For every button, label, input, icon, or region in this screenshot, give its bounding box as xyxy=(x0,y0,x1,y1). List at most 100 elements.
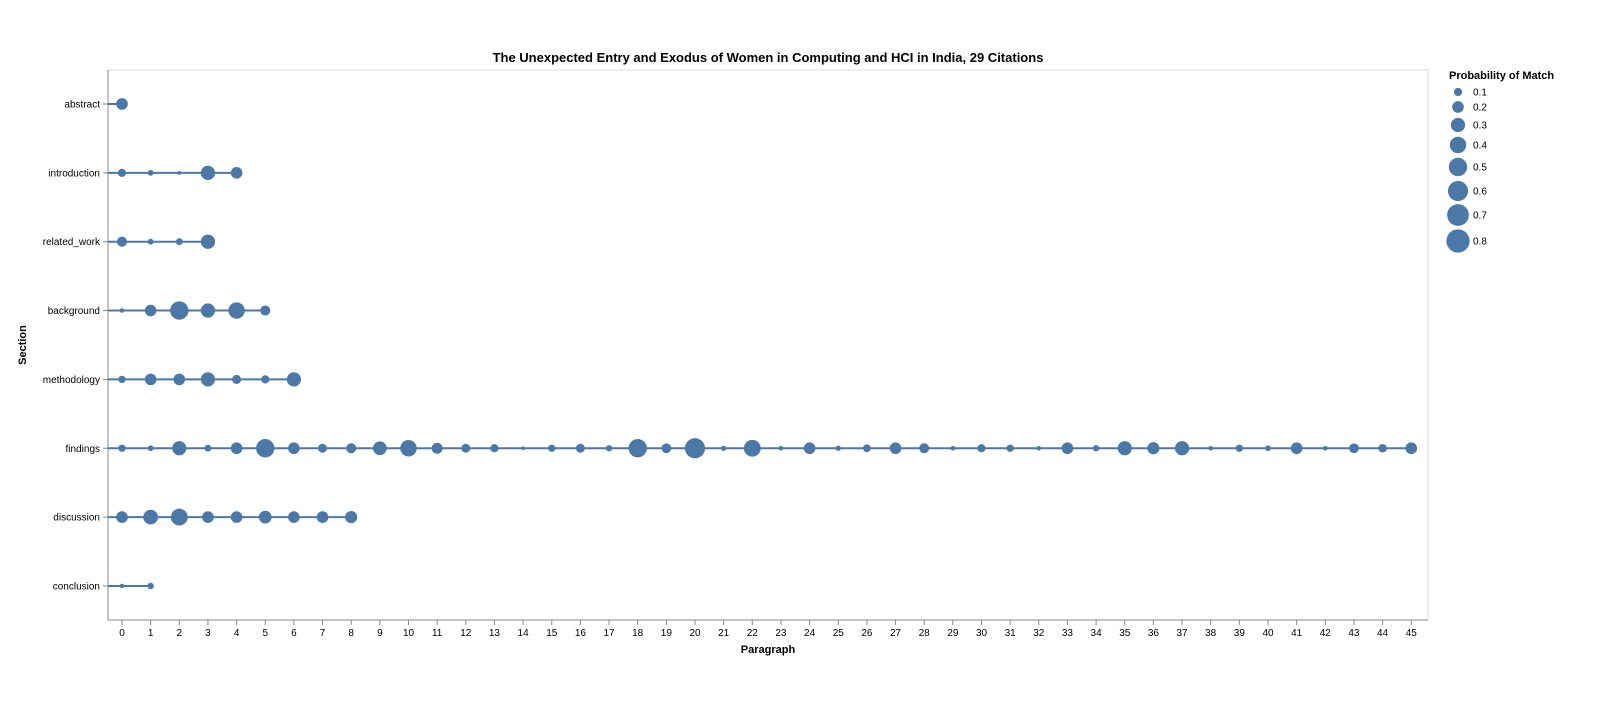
x-tick-label: 8 xyxy=(348,628,354,639)
legend-title: Probability of Match xyxy=(1449,70,1554,82)
legend-symbol xyxy=(1448,157,1468,177)
data-point xyxy=(200,165,216,180)
x-tick-label: 39 xyxy=(1234,628,1246,639)
x-tick-label: 18 xyxy=(632,628,644,639)
data-point xyxy=(521,446,525,451)
y-tick-label: introduction xyxy=(48,168,100,179)
x-tick-label: 27 xyxy=(890,628,902,639)
x-tick-label: 28 xyxy=(919,628,931,639)
legend-label: 0.4 xyxy=(1473,141,1487,152)
data-point xyxy=(575,443,585,453)
data-point xyxy=(1265,445,1271,452)
data-point xyxy=(116,236,128,247)
legend-symbol xyxy=(1447,180,1469,202)
data-point xyxy=(1117,441,1132,456)
data-point xyxy=(147,582,154,590)
data-point xyxy=(177,171,182,175)
legend-label: 0.5 xyxy=(1473,163,1487,174)
data-point xyxy=(286,372,302,387)
legend-label: 0.7 xyxy=(1473,211,1487,222)
data-point xyxy=(170,508,188,526)
data-point xyxy=(661,443,672,454)
x-tick-label: 9 xyxy=(377,628,383,639)
data-point xyxy=(116,98,128,110)
data-point xyxy=(919,443,930,454)
legend-symbol xyxy=(1449,136,1467,154)
data-point xyxy=(950,445,956,451)
data-point xyxy=(173,373,186,386)
data-point xyxy=(743,439,761,457)
x-tick-label: 29 xyxy=(947,628,959,639)
x-tick-label: 31 xyxy=(1005,628,1017,639)
x-tick-label: 44 xyxy=(1377,628,1389,639)
data-point xyxy=(230,511,243,523)
data-point xyxy=(200,303,216,318)
data-point xyxy=(116,511,128,523)
y-tick-label: abstract xyxy=(64,100,100,111)
y-axis-title: Section xyxy=(17,325,29,365)
data-point xyxy=(147,169,154,176)
data-point xyxy=(172,441,187,456)
x-tick-label: 26 xyxy=(861,628,873,639)
data-point xyxy=(431,442,443,454)
data-point xyxy=(461,443,471,453)
data-point xyxy=(778,445,784,451)
data-point xyxy=(202,511,214,523)
legend-label: 0.3 xyxy=(1473,121,1487,132)
data-point xyxy=(490,444,499,453)
data-point xyxy=(230,442,243,455)
x-tick-label: 4 xyxy=(234,628,240,639)
x-tick-label: 1 xyxy=(148,628,154,639)
data-point xyxy=(170,301,189,320)
data-point xyxy=(400,440,417,457)
data-point xyxy=(1092,445,1100,452)
x-tick-label: 6 xyxy=(291,628,297,639)
data-point xyxy=(372,441,387,456)
x-tick-label: 35 xyxy=(1119,628,1131,639)
data-point xyxy=(346,443,357,454)
legend-symbol xyxy=(1447,204,1469,226)
data-point xyxy=(117,168,127,177)
plot-area: 0 1 2 3 4 5 6 7 8 9 10 11 12 13 14 15 16 17 18 19 20 21 22 23 24… xyxy=(43,69,1429,639)
data-point xyxy=(288,442,300,455)
x-tick-label: 41 xyxy=(1291,628,1303,639)
x-tick-label: 40 xyxy=(1262,628,1274,639)
x-tick-label: 37 xyxy=(1176,628,1188,639)
data-point xyxy=(1323,445,1328,451)
data-point xyxy=(200,372,216,387)
data-point xyxy=(863,444,871,453)
legend-label: 0.2 xyxy=(1473,103,1487,114)
x-tick-label: 10 xyxy=(403,628,415,639)
data-point xyxy=(256,439,275,458)
x-tick-label: 11 xyxy=(432,628,443,639)
chart-title: The Unexpected Entry and Exodus of Women… xyxy=(493,50,1044,65)
x-tick-label: 0 xyxy=(119,628,125,639)
data-point xyxy=(147,238,154,245)
x-tick-label: 36 xyxy=(1148,628,1160,639)
y-tick-label: background xyxy=(48,306,100,317)
x-tick-label: 45 xyxy=(1406,628,1418,639)
data-point xyxy=(204,444,212,452)
y-tick-label: findings xyxy=(66,444,100,455)
data-point xyxy=(1006,444,1014,452)
x-tick-label: 17 xyxy=(603,628,615,639)
x-tick-label: 34 xyxy=(1091,628,1103,639)
y-tick-label: methodology xyxy=(43,375,100,386)
data-point xyxy=(144,373,157,386)
data-point xyxy=(889,442,902,455)
data-point xyxy=(230,167,243,179)
data-point xyxy=(628,439,647,458)
x-tick-label: 33 xyxy=(1062,628,1074,639)
data-point xyxy=(232,374,242,384)
data-point xyxy=(835,445,841,451)
x-tick-label: 23 xyxy=(775,628,787,639)
data-point xyxy=(143,509,159,525)
data-point xyxy=(977,444,986,453)
x-tick-label: 32 xyxy=(1033,628,1045,639)
data-point xyxy=(605,445,613,452)
legend-label: 0.1 xyxy=(1473,88,1487,99)
x-tick-label: 22 xyxy=(747,628,759,639)
data-point xyxy=(1405,442,1418,455)
data-point xyxy=(316,511,329,523)
x-tick-label: 19 xyxy=(661,628,673,639)
